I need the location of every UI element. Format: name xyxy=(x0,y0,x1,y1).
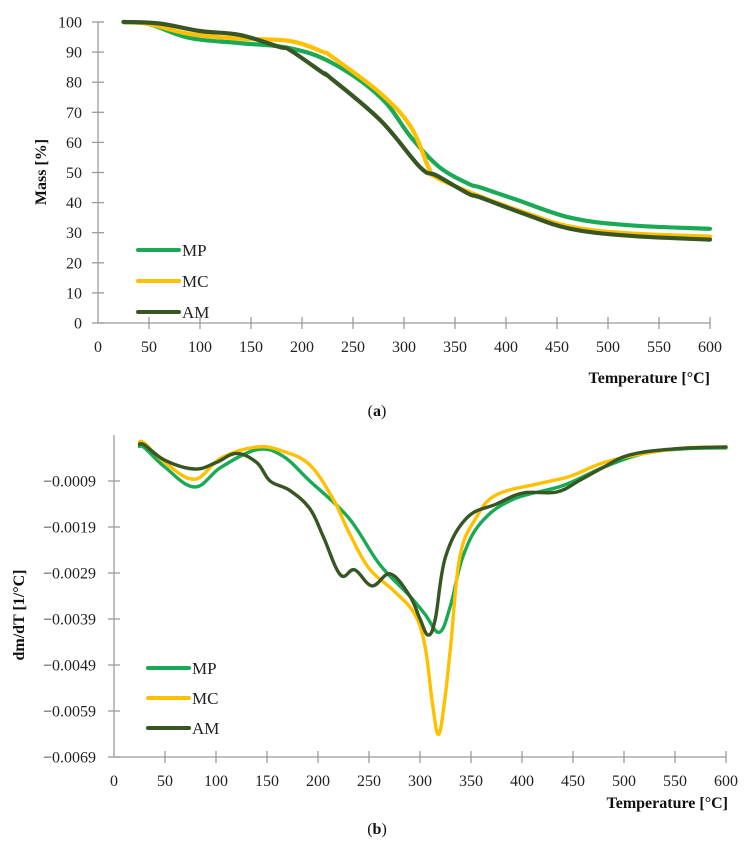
legend: MP MC AM xyxy=(146,659,219,738)
x-tick-label: 100 xyxy=(204,773,228,790)
caption-letter: b xyxy=(373,821,382,838)
legend-item-mp: MP xyxy=(146,659,217,678)
legend-item-am: AM xyxy=(146,719,219,738)
legend-label: MP xyxy=(192,659,217,678)
x-tick-label: 200 xyxy=(290,339,314,356)
caption-close-paren: ) xyxy=(381,821,386,838)
x-tick-label: 0 xyxy=(110,773,118,790)
y-tick-label: −0.0059 xyxy=(43,704,96,721)
y-tick-label: 10 xyxy=(66,285,82,302)
y-tick-label: 80 xyxy=(66,75,82,92)
legend-item-mp: MP xyxy=(136,241,207,260)
x-tick-label: 600 xyxy=(698,339,722,356)
legend-label: AM xyxy=(192,719,219,738)
y-axis-title: dm/dT [1/°C] xyxy=(11,569,28,660)
series-line-mp xyxy=(121,19,713,231)
legend-label: MP xyxy=(182,241,207,260)
x-tick-label: 400 xyxy=(510,773,534,790)
y-tick-label: −0.0039 xyxy=(43,612,96,629)
legend-label: AM xyxy=(182,303,209,322)
caption-close-paren: ) xyxy=(381,403,386,420)
x-tick-label: 550 xyxy=(647,339,671,356)
x-tick-label: 350 xyxy=(459,773,483,790)
x-tick-label: 450 xyxy=(561,773,585,790)
x-tick-label: 500 xyxy=(596,339,620,356)
series-line-mc xyxy=(137,439,728,737)
y-tick-label: 90 xyxy=(66,45,82,62)
y-tick-label: −0.0009 xyxy=(43,474,96,491)
y-axis-title: Mass [%] xyxy=(33,139,50,205)
panel-caption: (b) xyxy=(367,821,387,838)
caption-letter: a xyxy=(373,403,381,420)
y-tick-label: −0.0069 xyxy=(43,750,96,767)
y-tick-label: −0.0029 xyxy=(43,566,96,583)
y-tick-label: −0.0049 xyxy=(43,658,96,675)
x-tick-label: 250 xyxy=(357,773,381,790)
legend-item-mc: MC xyxy=(146,689,218,708)
series-line-am xyxy=(137,441,728,637)
x-tick-label: 500 xyxy=(612,773,636,790)
y-tick-label: 70 xyxy=(66,105,82,122)
y-tick-label: 20 xyxy=(66,255,82,272)
x-tick-label: 450 xyxy=(545,339,569,356)
y-tick-label: 40 xyxy=(66,195,82,212)
x-tick-label: 200 xyxy=(306,773,330,790)
legend-label: MC xyxy=(182,272,208,291)
legend: MP MC AM xyxy=(136,241,209,322)
y-tick-label: 60 xyxy=(66,135,82,152)
chart-panel-b: −0.0069 −0.0059 −0.0049 −0.0039 −0.0029 −0.00… xyxy=(11,435,738,838)
legend-item-am: AM xyxy=(136,303,209,322)
legend-label: MC xyxy=(192,689,218,708)
x-tick-label: 150 xyxy=(255,773,279,790)
x-tick-label: 600 xyxy=(714,773,738,790)
x-tick-label: 250 xyxy=(341,339,365,356)
panel-caption: (a) xyxy=(368,403,387,420)
x-tick-label: 0 xyxy=(94,339,102,356)
x-tick-label: 300 xyxy=(392,339,416,356)
y-tick-label: 50 xyxy=(66,165,82,182)
caption-open-paren: ( xyxy=(367,821,372,838)
series-line-am xyxy=(121,19,713,242)
x-tick-label: 550 xyxy=(663,773,687,790)
y-tick-label: 30 xyxy=(66,225,82,242)
x-tick-label: 150 xyxy=(239,339,263,356)
chart-panel-a: 0 10 20 30 40 50 60 70 80 90 100 0 50 100 150 200 250 300… xyxy=(33,15,722,421)
x-axis-title: Temperature [°C] xyxy=(607,795,728,812)
x-tick-label: 350 xyxy=(443,339,467,356)
series-line-mp xyxy=(137,444,728,635)
caption-open-paren: ( xyxy=(368,403,373,420)
series-line-mc xyxy=(121,19,713,239)
y-tick-label: 100 xyxy=(58,15,82,32)
x-tick-label: 100 xyxy=(188,339,212,356)
x-tick-label: 300 xyxy=(408,773,432,790)
x-tick-label: 50 xyxy=(141,339,157,356)
y-tick-label: 0 xyxy=(74,316,82,333)
legend-item-mc: MC xyxy=(136,272,208,291)
x-tick-label: 50 xyxy=(157,773,173,790)
x-axis-title: Temperature [°C] xyxy=(589,370,710,387)
x-tick-label: 400 xyxy=(494,339,518,356)
y-tick-label: −0.0019 xyxy=(43,520,96,537)
